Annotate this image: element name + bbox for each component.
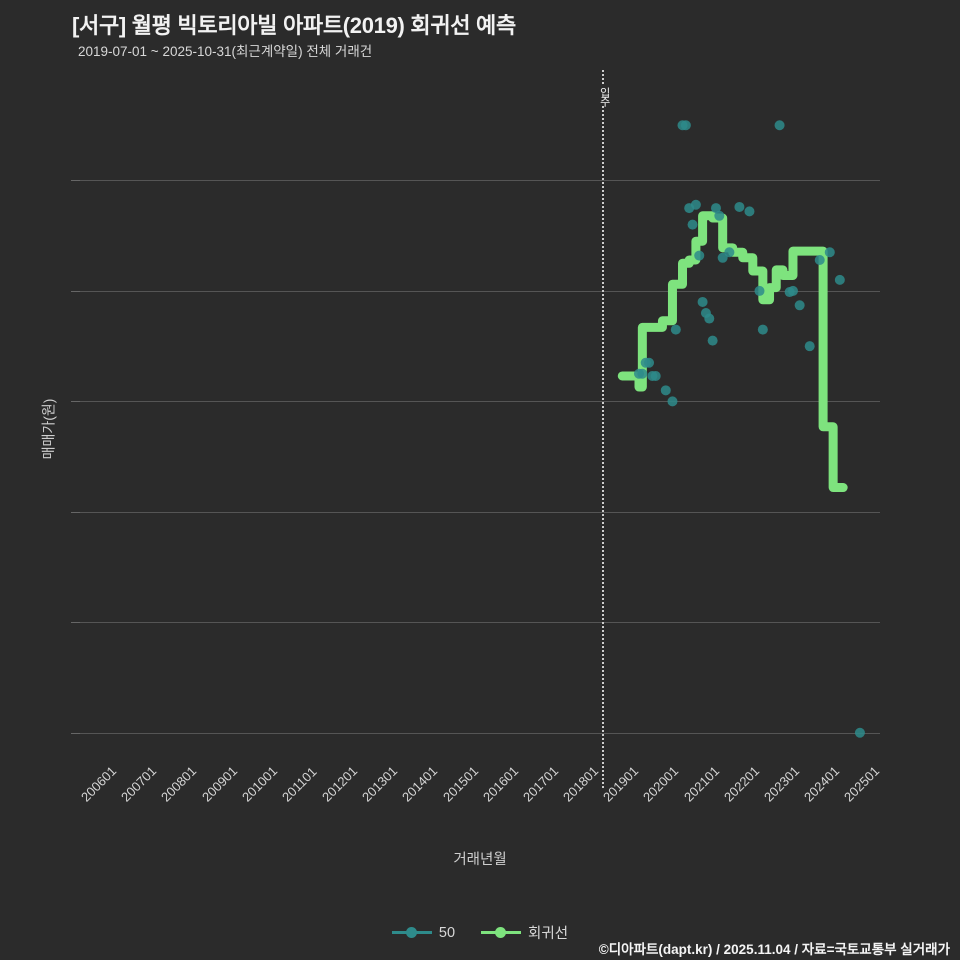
y-tick-mark <box>71 401 80 403</box>
scatter-series <box>633 120 865 738</box>
scatter-point[interactable] <box>787 285 798 296</box>
x-tick-label: 200801 <box>158 763 200 805</box>
legend-item-scatter[interactable]: 50 <box>391 924 456 941</box>
x-tick-label: 202401 <box>801 763 843 805</box>
scatter-point[interactable] <box>690 199 701 210</box>
scatter-point[interactable] <box>670 324 681 335</box>
footer-credit: ©디아파트(dapt.kr) / 2025.11.04 / 자료=국토교통부 실… <box>598 942 950 957</box>
x-tick-label: 201601 <box>479 763 521 805</box>
regression-line-series <box>617 211 848 493</box>
scatter-point[interactable] <box>660 385 671 396</box>
scatter-point[interactable] <box>717 252 728 263</box>
scatter-point[interactable] <box>744 206 755 217</box>
x-tick-label: 202101 <box>680 763 722 805</box>
scatter-point[interactable] <box>667 396 678 407</box>
scatter-point[interactable] <box>804 341 815 352</box>
x-tick-label: 202501 <box>841 763 883 805</box>
x-tick-label: 201301 <box>359 763 401 805</box>
scatter-point[interactable] <box>724 247 735 258</box>
scatter-point[interactable] <box>694 250 705 261</box>
chart-legend: 50 회귀선 <box>0 922 960 943</box>
y-tick-mark <box>71 511 80 513</box>
scatter-point[interactable] <box>707 335 718 346</box>
scatter-point[interactable] <box>687 219 698 230</box>
regression-line <box>617 211 848 493</box>
move-in-marker-line <box>602 70 605 788</box>
x-tick-label: 200701 <box>118 763 160 805</box>
gridline <box>80 401 880 403</box>
legend-label-scatter: 50 <box>438 924 456 941</box>
scatter-point[interactable] <box>834 274 845 285</box>
scatter-point[interactable] <box>757 324 768 335</box>
scatter-point[interactable] <box>650 370 661 381</box>
x-tick-label: 202201 <box>720 763 762 805</box>
chart-title: [서구] 월평 빅토리아빌 아파트(2019) 회귀선 예측 <box>72 13 516 38</box>
x-tick-label: 201201 <box>319 763 361 805</box>
scatter-point[interactable] <box>824 247 835 258</box>
scatter-point[interactable] <box>714 210 725 221</box>
x-tick-label: 201101 <box>278 764 320 805</box>
x-tick-label: 201801 <box>560 763 602 805</box>
x-tick-label: 201901 <box>600 763 642 805</box>
scatter-point[interactable] <box>774 120 785 131</box>
scatter-point[interactable] <box>854 727 865 738</box>
gridline <box>80 622 880 624</box>
x-tick-label: 200601 <box>78 763 120 805</box>
gridline <box>80 732 880 734</box>
scatter-point[interactable] <box>680 120 691 131</box>
x-tick-label: 201001 <box>238 763 280 805</box>
gridline <box>80 511 880 513</box>
scatter-point[interactable] <box>754 285 765 296</box>
legend-item-regression[interactable]: 회귀선 <box>481 922 568 943</box>
y-tick-mark <box>71 732 80 734</box>
move-in-marker-label: 입주 <box>596 86 613 106</box>
x-tick-label: 202301 <box>760 763 803 805</box>
chart-canvas <box>617 120 865 738</box>
x-tick-label: 200901 <box>198 763 240 805</box>
x-axis-label: 거래년월 <box>453 852 507 868</box>
gridline <box>80 290 880 292</box>
scatter-point[interactable] <box>814 254 825 265</box>
x-tick-label: 201401 <box>399 763 441 805</box>
scatter-point[interactable] <box>644 357 655 368</box>
x-tick-label: 201501 <box>439 763 481 805</box>
y-tick-mark <box>71 290 80 292</box>
chart-subtitle: 2019-07-01 ~ 2025-10-31(최근계약일) 전체 거래건 <box>78 44 373 59</box>
legend-label-regression: 회귀선 <box>528 926 569 942</box>
y-tick-mark <box>71 180 80 182</box>
scatter-point[interactable] <box>697 296 708 307</box>
y-axis-label: 매매가(원) <box>40 398 57 460</box>
legend-swatch-scatter <box>391 927 432 938</box>
scatter-point[interactable] <box>710 203 721 214</box>
scatter-point[interactable] <box>794 300 805 311</box>
scatter-point[interactable] <box>734 201 745 212</box>
x-tick-label: 201701 <box>519 763 562 805</box>
scatter-point[interactable] <box>637 368 648 379</box>
gridline <box>80 180 880 182</box>
scatter-point[interactable] <box>704 313 715 324</box>
y-tick-mark <box>71 622 80 624</box>
legend-swatch-regression <box>481 927 522 938</box>
x-tick-label: 202001 <box>640 763 682 805</box>
plot-area: 매매가(원) 2억1.9억1.8억1.7억1.6억1.5억 2006012007… <box>40 70 882 868</box>
